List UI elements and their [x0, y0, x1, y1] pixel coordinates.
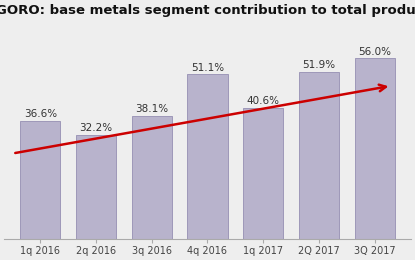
Bar: [299, 72, 339, 239]
Bar: [243, 108, 283, 239]
Text: 36.6%: 36.6%: [24, 109, 57, 119]
Text: 40.6%: 40.6%: [247, 96, 280, 106]
Text: 51.9%: 51.9%: [303, 60, 335, 70]
Bar: [76, 135, 116, 239]
Text: 56.0%: 56.0%: [358, 47, 391, 57]
Text: 51.1%: 51.1%: [191, 63, 224, 73]
Bar: [132, 116, 172, 239]
Bar: [20, 121, 61, 239]
Text: GORO: base metals segment contribution to total production: GORO: base metals segment contribution t…: [0, 4, 415, 17]
Text: 38.1%: 38.1%: [135, 105, 168, 114]
Text: 32.2%: 32.2%: [80, 124, 112, 133]
Bar: [354, 58, 395, 239]
Bar: [188, 74, 227, 239]
